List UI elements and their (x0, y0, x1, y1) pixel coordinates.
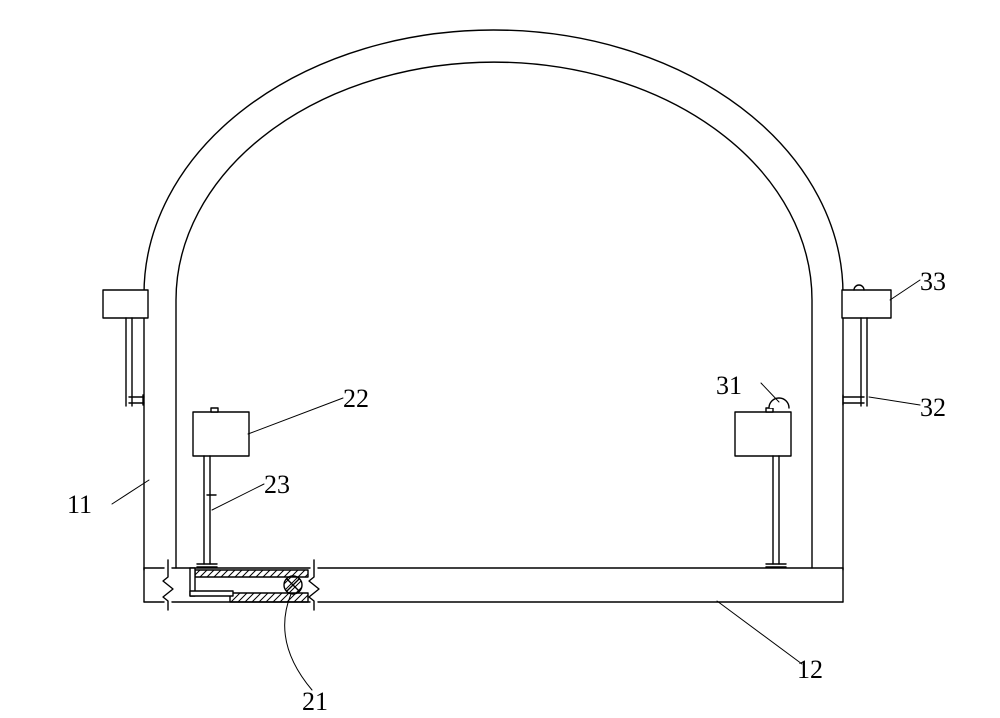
label-21: 21 (302, 687, 328, 717)
label-32: 32 (920, 393, 946, 423)
label-33: 33 (920, 267, 946, 297)
label-12: 12 (797, 655, 823, 685)
label-23: 23 (264, 470, 290, 500)
diagram-svg (0, 0, 1000, 718)
label-11: 11 (67, 490, 92, 520)
label-31: 31 (716, 371, 742, 401)
label-22: 22 (343, 384, 369, 414)
diagram-container: 11 12 21 22 23 31 32 33 (0, 0, 1000, 718)
